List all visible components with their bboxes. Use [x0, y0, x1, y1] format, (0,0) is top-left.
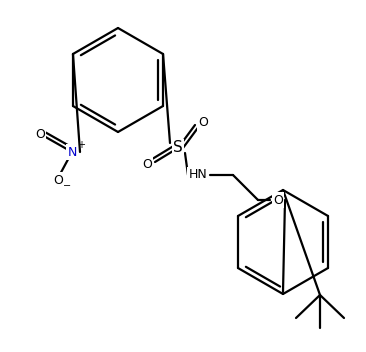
Text: O: O: [35, 128, 45, 142]
Text: N: N: [67, 145, 77, 158]
Text: S: S: [173, 140, 183, 156]
Text: −: −: [63, 181, 71, 191]
Text: O: O: [142, 157, 152, 170]
Text: O: O: [273, 194, 283, 207]
Text: O: O: [53, 174, 63, 187]
Text: HN: HN: [188, 169, 208, 182]
Text: O: O: [198, 117, 208, 130]
Text: +: +: [77, 140, 85, 150]
